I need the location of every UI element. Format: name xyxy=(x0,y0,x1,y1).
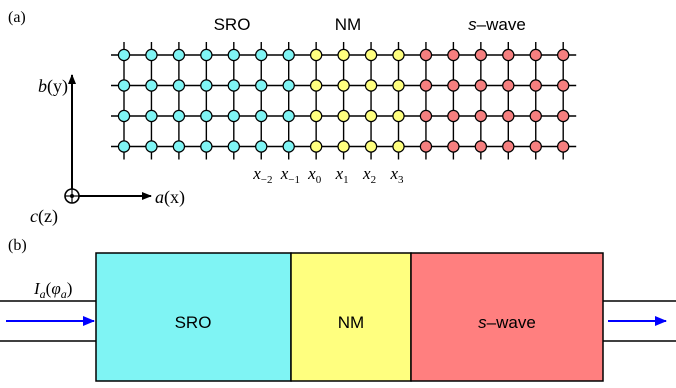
sro-site xyxy=(282,109,295,123)
nm-site xyxy=(337,79,350,92)
swave-site xyxy=(419,48,433,62)
sro-block xyxy=(95,252,292,382)
sro-site xyxy=(172,140,186,153)
swave-block-label: s–wave xyxy=(478,313,536,332)
swave-site xyxy=(474,140,488,153)
swave-site xyxy=(557,109,570,123)
current-label: Ia(φa) xyxy=(33,279,72,301)
sro-site xyxy=(117,79,131,92)
b-axis-label: b(y) xyxy=(38,76,68,97)
swave-site xyxy=(474,109,488,123)
sro-block-label: SRO xyxy=(175,313,212,332)
sro-site xyxy=(282,140,295,153)
site-x-label: x0 xyxy=(307,164,322,186)
left-lead xyxy=(0,300,96,342)
sro-site xyxy=(117,109,131,123)
sro-site xyxy=(172,109,186,123)
swave-site xyxy=(529,109,542,123)
sro-site xyxy=(255,79,268,92)
sro-site xyxy=(117,48,131,62)
nm-site xyxy=(392,79,405,92)
swave-block xyxy=(410,252,604,382)
sro-site xyxy=(282,48,295,62)
nm-site xyxy=(309,109,323,123)
sro-site xyxy=(200,79,213,92)
nm-site xyxy=(364,48,378,62)
a-axis-label: a(x) xyxy=(155,187,185,208)
panel-a-label: (a) xyxy=(8,9,26,26)
lattice-sites xyxy=(117,48,570,153)
site-x-label: x1 xyxy=(335,164,349,186)
swave-site xyxy=(502,79,515,92)
sro-site xyxy=(172,48,186,62)
swave-site xyxy=(529,79,542,92)
swave-site xyxy=(474,79,488,92)
sro-site xyxy=(227,140,240,153)
lattice-title-sro: SRO xyxy=(214,15,251,34)
site-x-label: x2 xyxy=(362,164,376,186)
swave-site xyxy=(529,140,542,153)
site-x-label: x−2 xyxy=(252,164,272,186)
sro-site xyxy=(117,140,131,153)
nm-block xyxy=(290,252,412,382)
nm-site xyxy=(337,48,350,62)
nm-site xyxy=(309,79,323,92)
nm-site xyxy=(309,48,323,62)
nm-site xyxy=(364,109,378,123)
sro-site xyxy=(200,140,213,153)
sro-site xyxy=(145,48,158,62)
sro-site xyxy=(255,109,268,123)
lattice-bonds xyxy=(111,42,577,160)
swave-site xyxy=(447,48,460,62)
swave-site xyxy=(502,109,515,123)
sro-site xyxy=(200,109,213,123)
lattice-title-swave: s–wave xyxy=(468,15,526,34)
swave-site xyxy=(419,109,433,123)
swave-site xyxy=(557,48,570,62)
nm-site xyxy=(337,140,350,153)
sro-site xyxy=(255,48,268,62)
sro-site xyxy=(145,79,158,92)
site-x-labels: x−2 x−1 x0 x1 x2 x3 xyxy=(252,164,404,186)
swave-site xyxy=(502,48,515,62)
sro-site xyxy=(227,79,240,92)
nm-site xyxy=(309,140,323,153)
swave-site xyxy=(557,140,570,153)
sro-site xyxy=(145,140,158,153)
nm-site xyxy=(337,109,350,123)
sro-site xyxy=(282,79,295,92)
swave-site xyxy=(529,48,542,62)
coordinate-axes: b(y) a(x) c(z) xyxy=(30,74,185,227)
nm-site xyxy=(392,109,405,123)
swave-site xyxy=(419,79,433,92)
swave-site xyxy=(447,109,460,123)
sro-site xyxy=(227,48,240,62)
nm-site xyxy=(364,79,378,92)
nm-site xyxy=(392,140,405,153)
site-x-label: x3 xyxy=(390,164,405,186)
right-lead xyxy=(603,300,676,342)
c-axis-label: c(z) xyxy=(30,206,58,227)
sro-site xyxy=(227,109,240,123)
sro-site xyxy=(172,79,186,92)
sro-site xyxy=(145,109,158,123)
site-x-label: x−1 xyxy=(280,164,300,186)
nm-site xyxy=(364,140,378,153)
swave-site xyxy=(447,79,460,92)
sro-site xyxy=(200,48,213,62)
swave-site xyxy=(557,79,570,92)
sro-site xyxy=(255,140,268,153)
panel-b-label: (b) xyxy=(8,237,27,254)
swave-site xyxy=(474,48,488,62)
nm-site xyxy=(392,48,405,62)
swave-site xyxy=(419,140,433,153)
swave-site xyxy=(447,140,460,153)
nm-block-label: NM xyxy=(338,313,364,332)
swave-site xyxy=(502,140,515,153)
lattice-title-nm: NM xyxy=(335,15,361,34)
